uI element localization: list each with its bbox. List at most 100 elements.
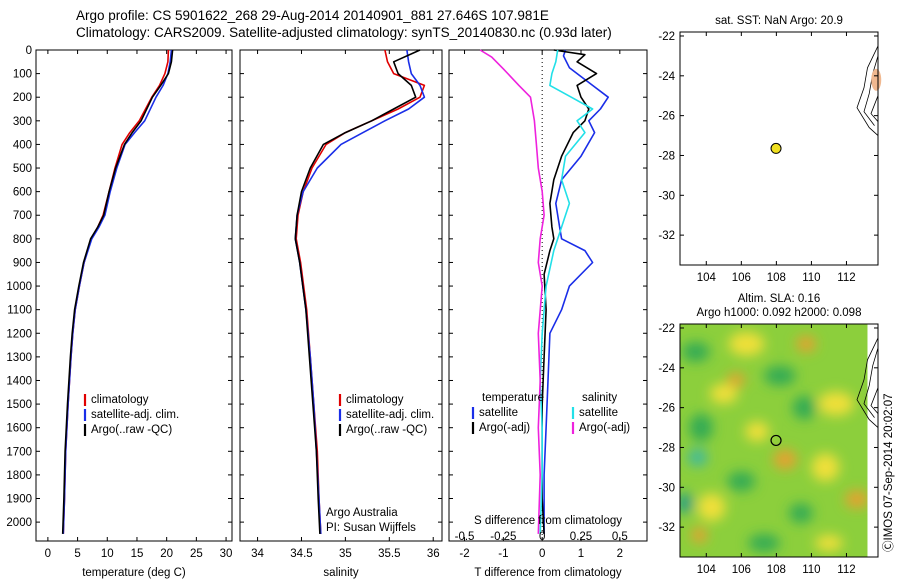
sla_map-lat-label: -28 <box>658 442 675 454</box>
difference-xtick-label: -1 <box>498 548 508 560</box>
temperature-panel-frame <box>35 49 233 542</box>
float-pi-text: PI: Susan Wijffels <box>326 522 416 534</box>
depth-tick-label: 1600 <box>6 423 32 435</box>
temperature-xtick-label: 10 <box>101 548 114 560</box>
depth-tick-label: 1900 <box>6 494 32 506</box>
temperature-axis-label: temperature (deg C) <box>82 567 186 579</box>
sst_map-lat-label: -22 <box>658 31 675 43</box>
salinity-legend-item: climatology <box>346 394 404 406</box>
salinity-diff-axis-label: S difference from climatology <box>474 515 622 527</box>
difference-xtick-label: 2 <box>617 548 623 560</box>
depth-tick-label: 900 <box>13 257 32 269</box>
diff-legend-temp-argo: Argo(-adj) <box>479 422 530 434</box>
sla_map-lon-label: 110 <box>802 564 820 576</box>
sla-anomaly-patch <box>788 503 813 524</box>
sla-anomaly-patch <box>745 421 770 442</box>
difference-line-3 <box>479 49 545 534</box>
depth-tick-label: 1500 <box>6 399 32 411</box>
depth-tick-label: 1400 <box>6 375 32 387</box>
sla_map-lon-label: 106 <box>732 564 751 576</box>
diff-legend-temperature-header: temperature <box>482 392 544 404</box>
sla-base <box>680 324 878 557</box>
sla-anomaly-patch <box>691 527 708 544</box>
sla-field <box>680 331 869 553</box>
depth-tick-label: 1800 <box>6 470 32 482</box>
difference-xtick-label: 1 <box>578 548 584 560</box>
sla-anomaly-patch <box>680 493 694 514</box>
sst_map-lat-label: -28 <box>658 150 675 162</box>
sst_map-lat-label: -32 <box>658 230 675 242</box>
depth-tick-label: 1200 <box>6 328 32 340</box>
sla_map-lon-label: 104 <box>697 564 717 576</box>
depth-tick-label: 1100 <box>7 305 32 317</box>
coastline <box>856 45 879 136</box>
sla_map-lon-label: 112 <box>837 564 855 576</box>
coastline <box>856 337 878 428</box>
sla_map-lat-label: -32 <box>658 522 675 534</box>
temperature-line-1 <box>62 49 173 534</box>
sla_map-frame <box>679 323 879 558</box>
float-owner-text: Argo Australia <box>326 507 398 519</box>
depth-tick-label: 400 <box>13 139 32 151</box>
salinity-xtick-label: 34 <box>251 548 264 560</box>
depth-tick-label: 700 <box>13 210 32 222</box>
land-patch <box>871 68 882 91</box>
figure-title-line1: Argo profile: CS 5901622_268 29-Aug-2014… <box>76 8 549 23</box>
temperature-diff-axis-label: T difference from climatology <box>474 567 621 579</box>
diff-legend-sal-argo: Argo(-adj) <box>579 422 630 434</box>
diff-legend-temp-satellite: satellite <box>479 407 518 419</box>
salinity-xtick-label: 35.5 <box>378 548 400 560</box>
sla_map-lat-label: -26 <box>658 403 675 415</box>
sst_map-frame <box>679 31 879 266</box>
difference-panel-frame <box>448 49 648 542</box>
salinity-diff-tick-label: -0.5 <box>455 531 475 543</box>
salinity-xtick-label: 36 <box>427 548 440 560</box>
sla_map-lat-label: -24 <box>658 363 675 375</box>
sst-map-title: sat. SST: NaN Argo: 20.9 <box>715 15 843 27</box>
salinity-xtick-label: 34.5 <box>290 548 312 560</box>
float-position-marker <box>770 142 782 154</box>
temperature-xtick-label: 20 <box>160 548 173 560</box>
depth-tick-label: 100 <box>13 69 32 81</box>
temperature-legend-item: satellite-adj. clim. <box>91 409 179 421</box>
sla-anomaly-patch <box>681 341 710 362</box>
salinity-legend-item: satellite-adj. clim. <box>346 409 434 421</box>
figure-title-line2: Climatology: CARS2009. Satellite-adjuste… <box>76 25 612 40</box>
sst_map-lat-label: -24 <box>658 71 675 83</box>
sla-anomaly-patch <box>689 413 714 442</box>
float-position-marker <box>770 434 782 447</box>
difference-xtick-label: 0 <box>539 548 545 560</box>
temperature-line-2 <box>61 49 174 534</box>
sst_map-lon-label: 108 <box>767 272 786 284</box>
sla-anomaly-patch <box>748 534 781 553</box>
sla-anomaly-patch <box>687 448 708 467</box>
sst_map-lon-label: 110 <box>802 272 820 284</box>
temperature-xtick-label: 30 <box>220 548 233 560</box>
salinity-xtick-label: 35 <box>339 548 352 560</box>
sla-anomaly-patch <box>814 535 843 552</box>
salinity-diff-tick-label: 0.25 <box>570 531 592 543</box>
sla-anomaly-patch <box>796 335 817 352</box>
salinity-diff-tick-label: 0.5 <box>612 531 628 543</box>
salinity-diff-tick-label: 0 <box>539 531 545 543</box>
sla_map-lat-label: -30 <box>658 482 675 494</box>
sla-anomaly-patch <box>792 395 817 420</box>
sla-map-subtitle: Argo h1000: 0.092 h2000: 0.098 <box>697 307 862 319</box>
temperature-xtick-label: 15 <box>131 548 144 560</box>
depth-tick-label: 1700 <box>6 446 32 458</box>
difference-xtick-label: -2 <box>459 548 469 560</box>
sst_map-group: sat. SST: NaN Argo: 20.9 104 106 108 110 112 -… <box>658 15 882 284</box>
sla-anomaly-patch <box>728 331 765 356</box>
salinity-panel-frame <box>239 49 443 542</box>
coastline <box>870 95 879 122</box>
sst_map-lon-label: 104 <box>697 272 717 284</box>
sla_map-lon-label: 108 <box>767 564 786 576</box>
diff-legend-sal-satellite: satellite <box>579 407 618 419</box>
salinity-diff-tick-label: -0.25 <box>490 531 516 543</box>
sla-anomaly-patch <box>817 391 854 416</box>
diff-legend-salinity-header: salinity <box>582 392 617 404</box>
coastline <box>863 55 879 126</box>
sst_map-lon-label: 112 <box>837 272 855 284</box>
sla-anomaly-patch <box>763 365 796 386</box>
salinity-line-0 <box>295 49 426 534</box>
